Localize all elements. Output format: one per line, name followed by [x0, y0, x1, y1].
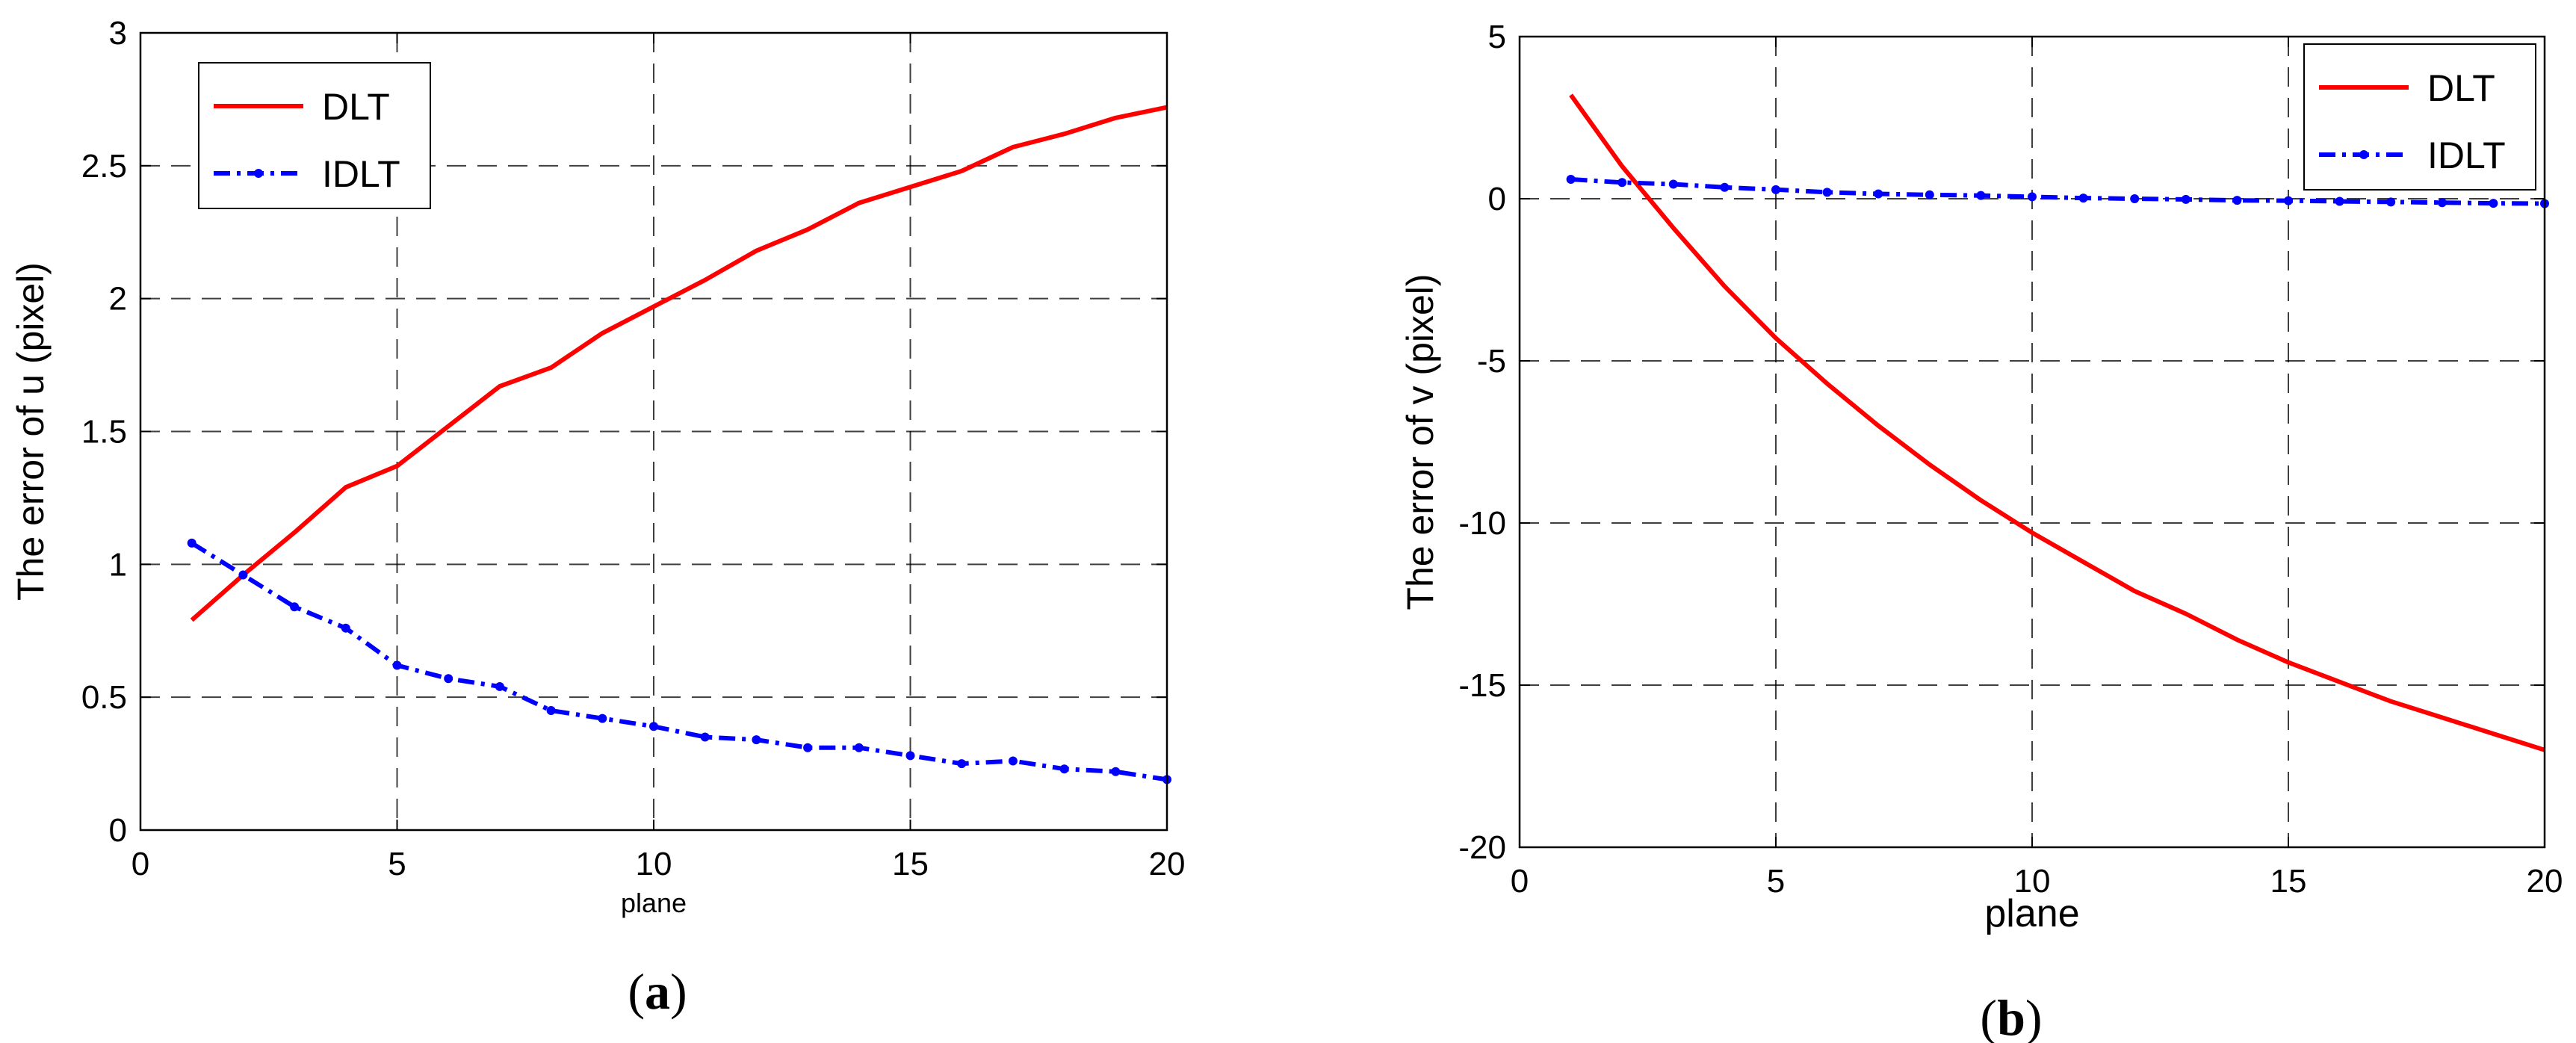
x-axis-label: plane — [621, 888, 687, 918]
x-tick-label: 0 — [131, 846, 149, 882]
chart-a: 0 5 10 15 20 0 0.5 1 1.5 2 2.5 3 plane The error of u… — [10, 15, 1185, 1020]
data-point-idlt — [1771, 185, 1780, 194]
y-axis-label: The error of u (pixel) — [10, 262, 52, 601]
data-point-idlt — [2437, 198, 2447, 208]
data-point-idlt — [854, 743, 864, 752]
panel-label: (b) — [1980, 989, 2042, 1043]
x-tick-label: 20 — [1149, 846, 1186, 882]
data-point-idlt — [649, 722, 658, 731]
y-tick-label: 2 — [109, 281, 127, 318]
legend: DLT IDLT — [198, 62, 431, 209]
y-tick-label: 0 — [1488, 181, 1506, 217]
legend-marker-idlt — [2359, 150, 2368, 159]
data-point-idlt — [495, 681, 504, 691]
data-point-idlt — [2130, 194, 2140, 203]
data-point-idlt — [2028, 192, 2037, 202]
x-tick-label: 0 — [1511, 863, 1529, 900]
data-point-idlt — [2232, 196, 2242, 205]
data-point-idlt — [700, 732, 710, 742]
data-point-idlt — [803, 743, 813, 752]
y-tick-label: 1 — [109, 546, 127, 583]
y-tick-label: 0 — [109, 812, 127, 849]
data-point-idlt — [1008, 756, 1018, 766]
series-line-idlt — [1570, 177, 2545, 206]
y-tick-label: 3 — [109, 15, 127, 52]
data-point-idlt — [1111, 767, 1121, 776]
x-tick-label: 5 — [1767, 863, 1785, 900]
y-tick-label: 0.5 — [81, 679, 127, 716]
data-point-idlt — [1976, 191, 1986, 200]
legend-box — [198, 62, 431, 209]
data-point-idlt — [187, 538, 196, 548]
y-tick-label: -5 — [1477, 343, 1506, 380]
data-point-idlt — [598, 714, 607, 723]
x-tick-label: 15 — [892, 846, 929, 882]
y-tick-label: 2.5 — [81, 148, 127, 185]
data-point-idlt — [2284, 196, 2293, 205]
legend-label-dlt: DLT — [322, 86, 390, 128]
y-tick-label: -15 — [1458, 667, 1506, 704]
legend-marker-idlt — [254, 169, 263, 178]
data-point-idlt — [2489, 199, 2498, 208]
data-point-idlt — [444, 674, 453, 684]
legend: DLT IDLT — [2303, 43, 2536, 191]
data-point-idlt — [290, 602, 300, 612]
data-point-idlt — [957, 759, 967, 769]
data-point-idlt — [905, 751, 915, 761]
legend-box — [2303, 43, 2536, 191]
data-point-idlt — [238, 570, 248, 580]
x-tick-label: 20 — [2527, 863, 2563, 900]
data-point-idlt — [2181, 194, 2190, 204]
y-tick-label: 1.5 — [81, 414, 127, 451]
x-tick-label: 10 — [636, 846, 672, 882]
legend-label-dlt: DLT — [2427, 67, 2495, 109]
data-point-idlt — [1617, 178, 1627, 188]
data-point-idlt — [2078, 194, 2088, 203]
y-tick-label: -20 — [1458, 829, 1506, 866]
chart-b: 0 5 10 15 20 -20 -15 -10 -5 0 5 plane The error of v… — [1399, 19, 2563, 1043]
series-line-dlt — [1569, 93, 2545, 752]
legend-label-idlt: IDLT — [2427, 134, 2506, 176]
data-point-idlt — [2386, 197, 2396, 207]
data-point-idlt — [2335, 196, 2344, 206]
x-tick-label: 10 — [2014, 863, 2051, 900]
data-point-idlt — [1566, 174, 1576, 184]
y-axis-label: The error of v (pixel) — [1399, 273, 1441, 610]
data-point-idlt — [1059, 764, 1069, 774]
x-axis-label: plane — [1984, 892, 2079, 935]
data-point-idlt — [1668, 179, 1678, 189]
data-point-idlt — [1925, 190, 1934, 199]
y-tick-label: -10 — [1458, 505, 1506, 542]
legend-label-idlt: IDLT — [322, 153, 400, 195]
panel-label: (a) — [628, 963, 687, 1020]
data-point-idlt — [546, 705, 556, 715]
data-point-idlt — [392, 660, 402, 670]
x-tick-label: 15 — [2270, 863, 2307, 900]
data-point-idlt — [1874, 189, 1883, 199]
data-point-idlt — [1822, 188, 1832, 197]
data-point-idlt — [752, 735, 761, 745]
data-point-idlt — [341, 623, 350, 633]
data-point-idlt — [1720, 182, 1730, 192]
y-tick-label: 5 — [1488, 19, 1506, 55]
series-line-dlt — [190, 105, 1168, 622]
x-tick-label: 5 — [388, 846, 406, 882]
